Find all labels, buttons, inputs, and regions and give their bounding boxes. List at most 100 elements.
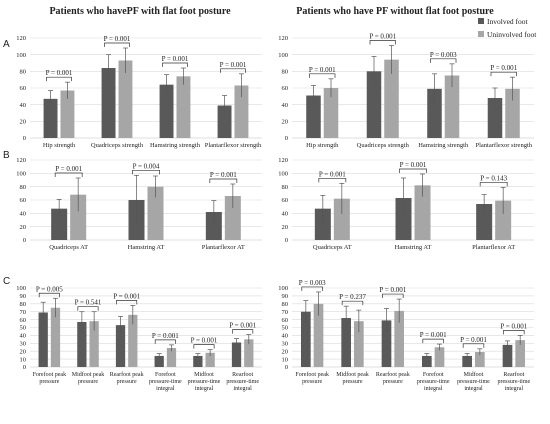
x-tick-label: Quadriceps strength [357,142,410,149]
p-value-label: P = 0.001 [229,322,256,330]
y-tick-label: 40 [20,211,27,218]
bar-involved [115,325,126,367]
p-value-label: P = 0.004 [133,162,160,170]
x-tick-label: Midfoot peak pressure [72,371,105,385]
p-value-label: P = 0.001 [500,322,527,330]
y-tick-label: 0 [23,135,26,142]
significance-bracket [220,68,246,73]
p-value-label: P = 0.237 [339,293,366,301]
y-tick-label: 80 [282,184,289,191]
significance-bracket [422,338,444,344]
y-tick-label: 20 [282,348,289,355]
x-tick-label: Rearfoot peak pressure [376,371,410,385]
y-tick-label: 80 [20,69,27,76]
y-tick-label: 100 [278,285,288,292]
bar-involved [101,68,116,138]
significance-bracket [462,343,485,348]
chart-A-right: 0 20 40 60 80 100 120 P = 0.001 Hip strength P = … [278,33,534,149]
panel-label-a: A [3,39,10,50]
x-tick-label: Rearfoot peak pressure [110,371,144,385]
x-tick-label: Hip strength [43,142,76,149]
y-tick-label: 20 [20,224,27,231]
bar-involved [462,355,472,367]
heading-left: Patients who havePF with flat foot postu… [49,6,231,17]
chart-B-right: 0 20 40 60 80 100 120 P = 0.001 Quadriceps AT P =… [278,157,534,251]
bar-uninvolved [118,60,133,138]
bar-uninvolved [244,339,254,367]
y-tick-label: 120 [16,35,26,42]
y-tick-label: 60 [20,197,27,204]
bar-uninvolved [147,186,164,240]
p-value-label: P = 0.001 [191,337,218,345]
legend-involved-swatch [478,18,484,24]
bar-uninvolved [354,321,364,367]
bar-uninvolved [394,310,405,367]
y-tick-label: 60 [20,317,27,324]
p-value-label: P = 0.001 [420,331,447,339]
x-tick-label: Hamstring strength [418,142,469,149]
bar-uninvolved [505,88,520,138]
bar-uninvolved [515,340,526,367]
significance-bracket [341,300,364,306]
y-tick-label: 80 [282,301,289,308]
y-tick-label: 80 [20,184,27,191]
bar-uninvolved [414,185,431,240]
x-tick-label: Quadriceps strength [91,142,144,149]
p-value-label: P = 0.003 [299,279,326,287]
significance-bracket [399,168,427,173]
bar-uninvolved [166,348,177,367]
significance-bracket [369,40,396,45]
y-tick-label: 30 [282,341,289,348]
y-tick-label: 80 [282,69,289,76]
bar-involved [159,84,174,138]
y-tick-label: 40 [282,102,289,109]
bar-uninvolved [323,88,339,138]
y-tick-label: 0 [285,364,288,371]
bar-involved [205,212,222,240]
x-tick-label: Plantarflexor strength [205,142,262,149]
significance-bracket [430,58,457,63]
significance-bracket [38,292,60,298]
x-tick-label: Quadriceps AT [313,244,352,251]
y-tick-label: 120 [278,157,288,164]
bar-uninvolved [434,347,445,367]
significance-bracket [232,329,254,334]
bar-uninvolved [60,90,75,138]
bar-uninvolved [475,351,485,367]
y-tick-label: 0 [23,237,26,244]
significance-bracket [382,293,404,299]
heading-right: Patients who have PF without flat foot p… [296,6,494,17]
y-tick-label: 20 [282,224,289,231]
bar-uninvolved [128,314,138,367]
bar-involved [51,208,68,240]
significance-bracket [318,177,347,183]
y-tick-label: 70 [20,309,27,316]
p-value-label: P = 0.001 [55,165,82,173]
y-tick-label: 40 [20,102,27,109]
p-value-label: P = 0.001 [319,170,346,178]
bar-uninvolved [70,194,87,240]
y-tick-label: 10 [282,356,289,363]
y-tick-label: 60 [282,317,289,324]
bar-involved [43,98,58,138]
bar-involved [314,208,331,240]
y-tick-label: 70 [282,309,289,316]
significance-bracket [309,73,336,78]
p-value-label: P = 0.003 [430,51,457,59]
bar-involved [395,198,412,240]
significance-bracket [132,169,160,175]
bar-uninvolved [313,303,324,367]
y-tick-label: 20 [282,119,289,126]
bar-involved [487,98,503,138]
x-tick-label: Plantarflexor strength [476,142,533,149]
p-value-label: P = 0.001 [210,171,237,179]
x-tick-label: Midfoot peak pressure [336,371,369,385]
bar-uninvolved [384,59,399,138]
bar-uninvolved [50,307,61,367]
bar-involved [193,355,203,367]
x-tick-label: Rearfoot pressure-time integral [226,371,259,392]
p-value-label: P = 0.001 [162,55,189,63]
bar-uninvolved [205,352,215,367]
y-tick-label: 30 [20,341,27,348]
